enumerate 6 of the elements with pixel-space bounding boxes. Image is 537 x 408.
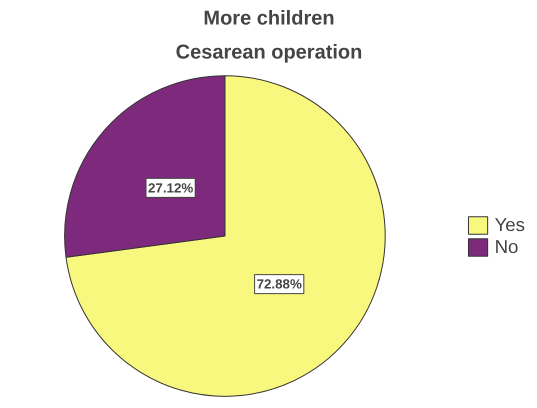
legend-label: No (494, 236, 518, 258)
chart-subtitle: Cesarean operation (176, 42, 362, 64)
legend-label: Yes (494, 214, 525, 236)
data-label: 27.12% (148, 180, 194, 196)
chart-title: More children (203, 8, 335, 30)
data-label: 72.88% (256, 276, 302, 292)
